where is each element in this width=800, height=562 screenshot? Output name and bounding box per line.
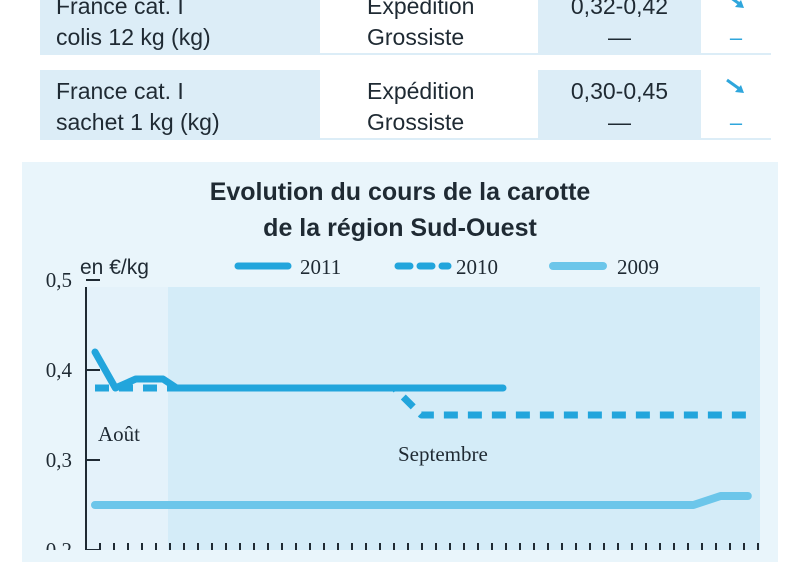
- period-label-septembre: Septembre: [398, 442, 488, 466]
- trend-line2: –: [729, 25, 743, 50]
- arrow-down-right-icon: [701, 76, 771, 107]
- table-row: France cat. I sachet 1 kg (kg) Expéditio…: [0, 70, 800, 138]
- y-tick-label: 0,5: [46, 268, 72, 292]
- row-divider: [40, 53, 771, 55]
- y-tick-label: 0,2: [46, 538, 72, 550]
- product-line2: sachet 1 kg (kg): [56, 109, 220, 135]
- price-line1: 0,30-0,45: [570, 78, 669, 104]
- trend-cell: –: [701, 70, 771, 138]
- line-chart: 0,5 0,4 0,3 0,2 en €/kg 2011 2010 2009 Août Septe…: [46, 255, 760, 550]
- stage-line2: Grossiste: [367, 109, 465, 135]
- stage-cell: Expédition Grossiste: [320, 70, 538, 138]
- price-line2: —: [608, 24, 631, 50]
- product-line1: France cat. I: [56, 0, 184, 19]
- row-divider: [40, 138, 771, 140]
- product-cell: France cat. I colis 12 kg (kg): [40, 0, 320, 53]
- stage-line1: Expédition: [367, 78, 475, 104]
- y-tick-label: 0,4: [46, 358, 73, 382]
- series-line-2010: [95, 384, 748, 419]
- trend-line2: –: [729, 110, 743, 135]
- plot-area-august: [86, 287, 168, 550]
- series-line-2009: [91, 492, 752, 509]
- arrow-down-right-icon: [701, 0, 771, 22]
- price-cell: 0,30-0,45 —: [538, 70, 701, 138]
- y-tick-label: 0,3: [46, 448, 72, 472]
- price-cell: 0,32-0,42 —: [538, 0, 701, 53]
- chart-title-line1: Evolution du cours de la carotte: [209, 178, 591, 206]
- product-cell: France cat. I sachet 1 kg (kg): [40, 70, 320, 138]
- price-line1: 0,32-0,42: [570, 0, 669, 19]
- chart-title-line2: de la région Sud-Ouest: [263, 214, 537, 242]
- stage-cell: Expédition Grossiste: [320, 0, 538, 53]
- price-line2: —: [608, 109, 631, 135]
- stage-line2: Grossiste: [367, 24, 465, 50]
- trend-cell: –: [701, 0, 771, 53]
- series-line-2011: [91, 348, 507, 392]
- legend-label-2010: 2010: [456, 255, 498, 279]
- product-line2: colis 12 kg (kg): [56, 24, 211, 50]
- stage-line1: Expédition: [367, 0, 475, 19]
- y-axis-label: en €/kg: [80, 256, 149, 279]
- legend-label-2011: 2011: [300, 255, 341, 279]
- product-line1: France cat. I: [56, 78, 184, 104]
- table-row: France cat. I colis 12 kg (kg) Expéditio…: [0, 0, 800, 53]
- period-label-aout: Août: [98, 422, 140, 446]
- legend-label-2009: 2009: [617, 255, 659, 279]
